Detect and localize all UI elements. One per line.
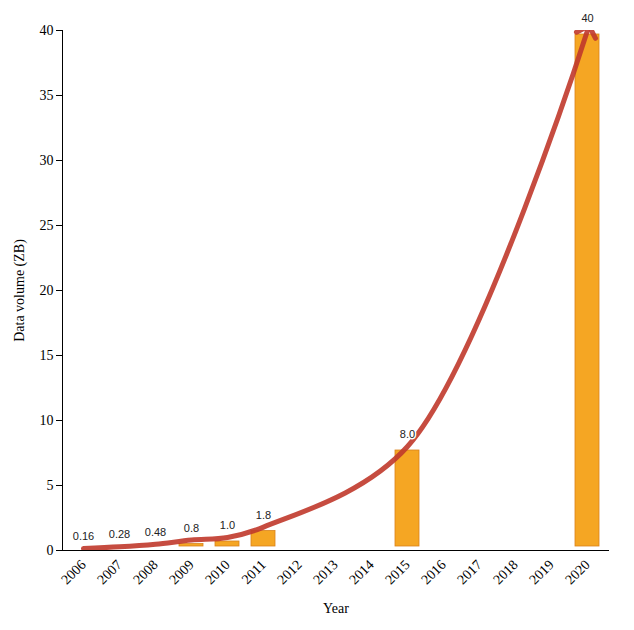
- svg-text:35: 35: [40, 88, 54, 103]
- svg-text:0.16: 0.16: [73, 530, 94, 542]
- svg-text:8.0: 8.0: [400, 428, 415, 440]
- svg-text:15: 15: [40, 348, 54, 363]
- svg-text:2019: 2019: [526, 557, 556, 587]
- svg-text:0: 0: [47, 543, 54, 558]
- svg-text:20: 20: [40, 283, 54, 298]
- svg-text:2016: 2016: [418, 557, 448, 587]
- svg-text:2017: 2017: [454, 557, 484, 587]
- svg-text:40: 40: [40, 23, 54, 38]
- svg-text:Data volume (ZB): Data volume (ZB): [12, 239, 28, 342]
- svg-text:2010: 2010: [202, 557, 232, 587]
- svg-text:10: 10: [40, 413, 54, 428]
- svg-text:5: 5: [47, 478, 54, 493]
- svg-text:25: 25: [40, 218, 54, 233]
- svg-text:1.8: 1.8: [256, 509, 271, 521]
- svg-text:2007: 2007: [94, 557, 124, 587]
- svg-text:2011: 2011: [239, 557, 269, 587]
- svg-text:2006: 2006: [58, 557, 88, 587]
- svg-text:2012: 2012: [274, 557, 304, 587]
- svg-text:2008: 2008: [130, 557, 160, 587]
- svg-text:0.8: 0.8: [184, 522, 199, 534]
- svg-text:0.48: 0.48: [145, 526, 166, 538]
- svg-text:Year: Year: [323, 601, 349, 616]
- svg-text:2009: 2009: [166, 557, 196, 587]
- svg-text:2014: 2014: [346, 557, 376, 587]
- svg-text:2018: 2018: [490, 557, 520, 587]
- svg-text:2013: 2013: [310, 557, 340, 587]
- svg-text:2020: 2020: [562, 557, 592, 587]
- svg-text:40: 40: [581, 12, 593, 24]
- svg-text:0.28: 0.28: [109, 528, 130, 540]
- svg-text:1.0: 1.0: [220, 519, 235, 531]
- svg-text:30: 30: [40, 153, 54, 168]
- svg-text:2015: 2015: [382, 557, 412, 587]
